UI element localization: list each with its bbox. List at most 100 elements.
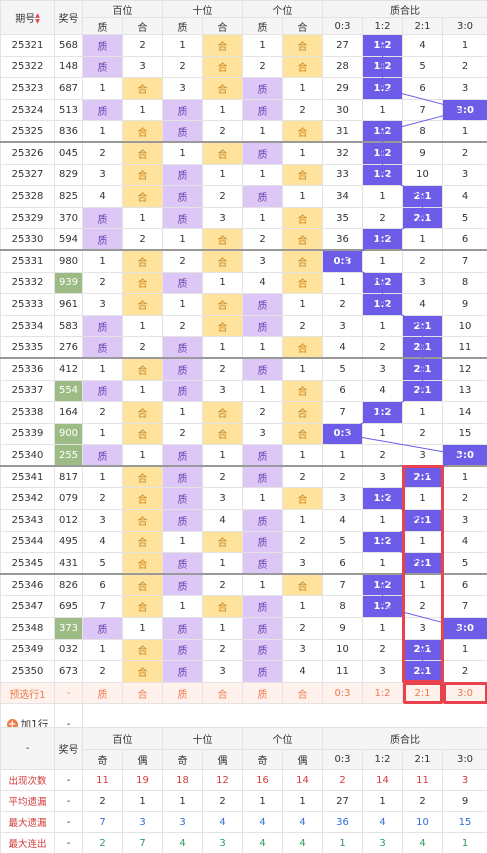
zhi-cell: 质: [162, 509, 203, 532]
ratio-cell: 2: [442, 487, 487, 511]
issue-cell: 25341: [0, 465, 55, 489]
stats-value: 1: [362, 790, 403, 812]
issue-cell: 25347: [0, 595, 55, 619]
preselect-cell[interactable]: 合: [122, 681, 163, 705]
issue-cell: 25345: [0, 552, 55, 575]
stats-value: 1: [282, 790, 323, 812]
ratio-cell: 1:2: [362, 401, 403, 424]
stats-dash: -: [54, 790, 83, 812]
ratio-cell: 2: [362, 444, 403, 467]
table-row: 25334 583 质 1 2 合质 2 3 1 2:1 10: [0, 314, 487, 338]
stats-label: 最大遗漏: [0, 811, 55, 833]
he-cell: 2: [202, 638, 243, 662]
ratio-cell: 3: [362, 357, 403, 381]
stats-value: 1: [242, 790, 283, 812]
zhi-cell: 2: [162, 422, 203, 446]
number-cell: 829: [54, 163, 83, 187]
stats-value: 2: [82, 790, 123, 812]
issue-cell: 25321: [0, 34, 55, 57]
preselect-cell[interactable]: 质: [242, 681, 283, 705]
he-cell: 合: [202, 401, 243, 424]
zhi-cell: 质: [162, 552, 203, 575]
preselect-cell[interactable]: 1:2: [362, 681, 403, 705]
he-cell: 2: [282, 314, 323, 338]
ratio-cell: 2:1: [402, 379, 443, 403]
he-cell: 合: [202, 55, 243, 79]
sort-icon[interactable]: ▲ ▼: [35, 12, 40, 25]
zhi-cell: 2: [82, 487, 123, 511]
ratio-cell: 2: [442, 660, 487, 683]
issue-cell: 25331: [0, 249, 55, 273]
ratio-cell: 2: [402, 249, 443, 273]
table-row: 25339 900 1 合 2 合 3 合 0:3 1 2 15: [0, 422, 487, 446]
ratio-cell: 1: [442, 34, 487, 57]
zhi-cell: 质: [242, 595, 283, 619]
stats-dash: -: [54, 832, 83, 853]
ratio-cell: 3:0: [442, 98, 487, 122]
stats-value: 3: [162, 811, 203, 833]
preselect-cell[interactable]: 合: [282, 681, 323, 705]
table-row: 25341 817 1 合质 2 质 2 2 3 2:1 1: [0, 465, 487, 489]
number-cell: 817: [54, 465, 83, 489]
issue-cell: 25346: [0, 573, 55, 597]
zhi-cell: 1: [242, 163, 283, 187]
issue-header[interactable]: 期号▲ ▼: [0, 0, 55, 35]
stats-value: 3: [122, 811, 163, 833]
preselect-cell[interactable]: 合: [202, 681, 243, 705]
sub-header-he: 合: [282, 17, 323, 35]
preselect-cell[interactable]: 质: [82, 681, 123, 705]
ratio-cell: 10: [402, 163, 443, 187]
stats-value: 11: [82, 769, 123, 791]
zhi-cell: 质: [162, 379, 203, 403]
ratio-cell: 8: [322, 595, 363, 619]
issue-header-label: 期号: [15, 14, 36, 25]
ratio-cell: 29: [322, 77, 363, 100]
zhi-cell: 质: [162, 336, 203, 359]
stats-value: 9: [442, 790, 487, 812]
preselect-cell[interactable]: 3:0: [442, 681, 487, 705]
he-cell: 合: [122, 573, 163, 597]
table-row: 25337 554 质 1 质 3 1 合 6 4 2:1 13: [0, 379, 487, 403]
he-cell: 合: [282, 401, 323, 424]
table-row: 25327 829 3 合质 1 1 合 33 1:2 10 3: [0, 163, 487, 187]
number-cell: 276: [54, 336, 83, 359]
preselect-cell[interactable]: 0:3: [322, 681, 363, 705]
he-cell: 合: [282, 422, 323, 446]
trend-table: 期号▲ ▼ 奖号 百位 十位 个位 质合比 质 合 质 合 质 合 0:3 1:2…: [0, 0, 487, 747]
preselect-cell[interactable]: 2:1: [402, 681, 443, 705]
stats-value: 4: [162, 832, 203, 853]
stats-value: 2: [322, 769, 363, 791]
ratio-cell: 1:2: [362, 163, 403, 187]
ratio-cell: 1: [322, 444, 363, 467]
he-cell: 1: [202, 271, 243, 295]
ratio-cell: 1: [362, 314, 403, 338]
issue-cell: 25326: [0, 141, 55, 165]
zhi-cell: 质: [162, 357, 203, 381]
table-row: 25340 255 质 1 质 1 质 1 1 2 3 3:0: [0, 444, 487, 467]
ratio-cell: 2: [442, 55, 487, 79]
he-cell: 2: [282, 98, 323, 122]
he-cell: 合: [122, 638, 163, 662]
he-cell: 2: [282, 530, 323, 554]
he-cell: 合: [282, 163, 323, 187]
ratio-cell: 3:0: [442, 444, 487, 467]
ratio-header: 2:1: [402, 17, 443, 35]
table-row: 25322 148 质 3 2 合 2 合 28 1:2 5 2: [0, 55, 487, 79]
zhi-cell: 1: [162, 530, 203, 554]
ratio-cell: 8: [442, 271, 487, 295]
number-cell: 412: [54, 357, 83, 381]
preselect-label: 预选行1: [0, 681, 55, 705]
issue-cell: 25330: [0, 228, 55, 251]
preselect-row[interactable]: 预选行1 - 质 合 质 合 质 合 0:3 1:2 2:1 3:0: [0, 681, 487, 705]
zhi-cell: 质: [82, 336, 123, 359]
zhi-cell: 质: [242, 509, 283, 532]
he-cell: 合: [122, 77, 163, 100]
number-cell: 594: [54, 228, 83, 251]
zhi-cell: 质: [162, 271, 203, 295]
preselect-cell[interactable]: 质: [162, 681, 203, 705]
ratio-cell: 11: [322, 660, 363, 683]
zhi-cell: 质: [162, 444, 203, 467]
ratio-cell: 1:2: [362, 573, 403, 597]
number-cell: 045: [54, 141, 83, 165]
zhi-cell: 质: [82, 379, 123, 403]
